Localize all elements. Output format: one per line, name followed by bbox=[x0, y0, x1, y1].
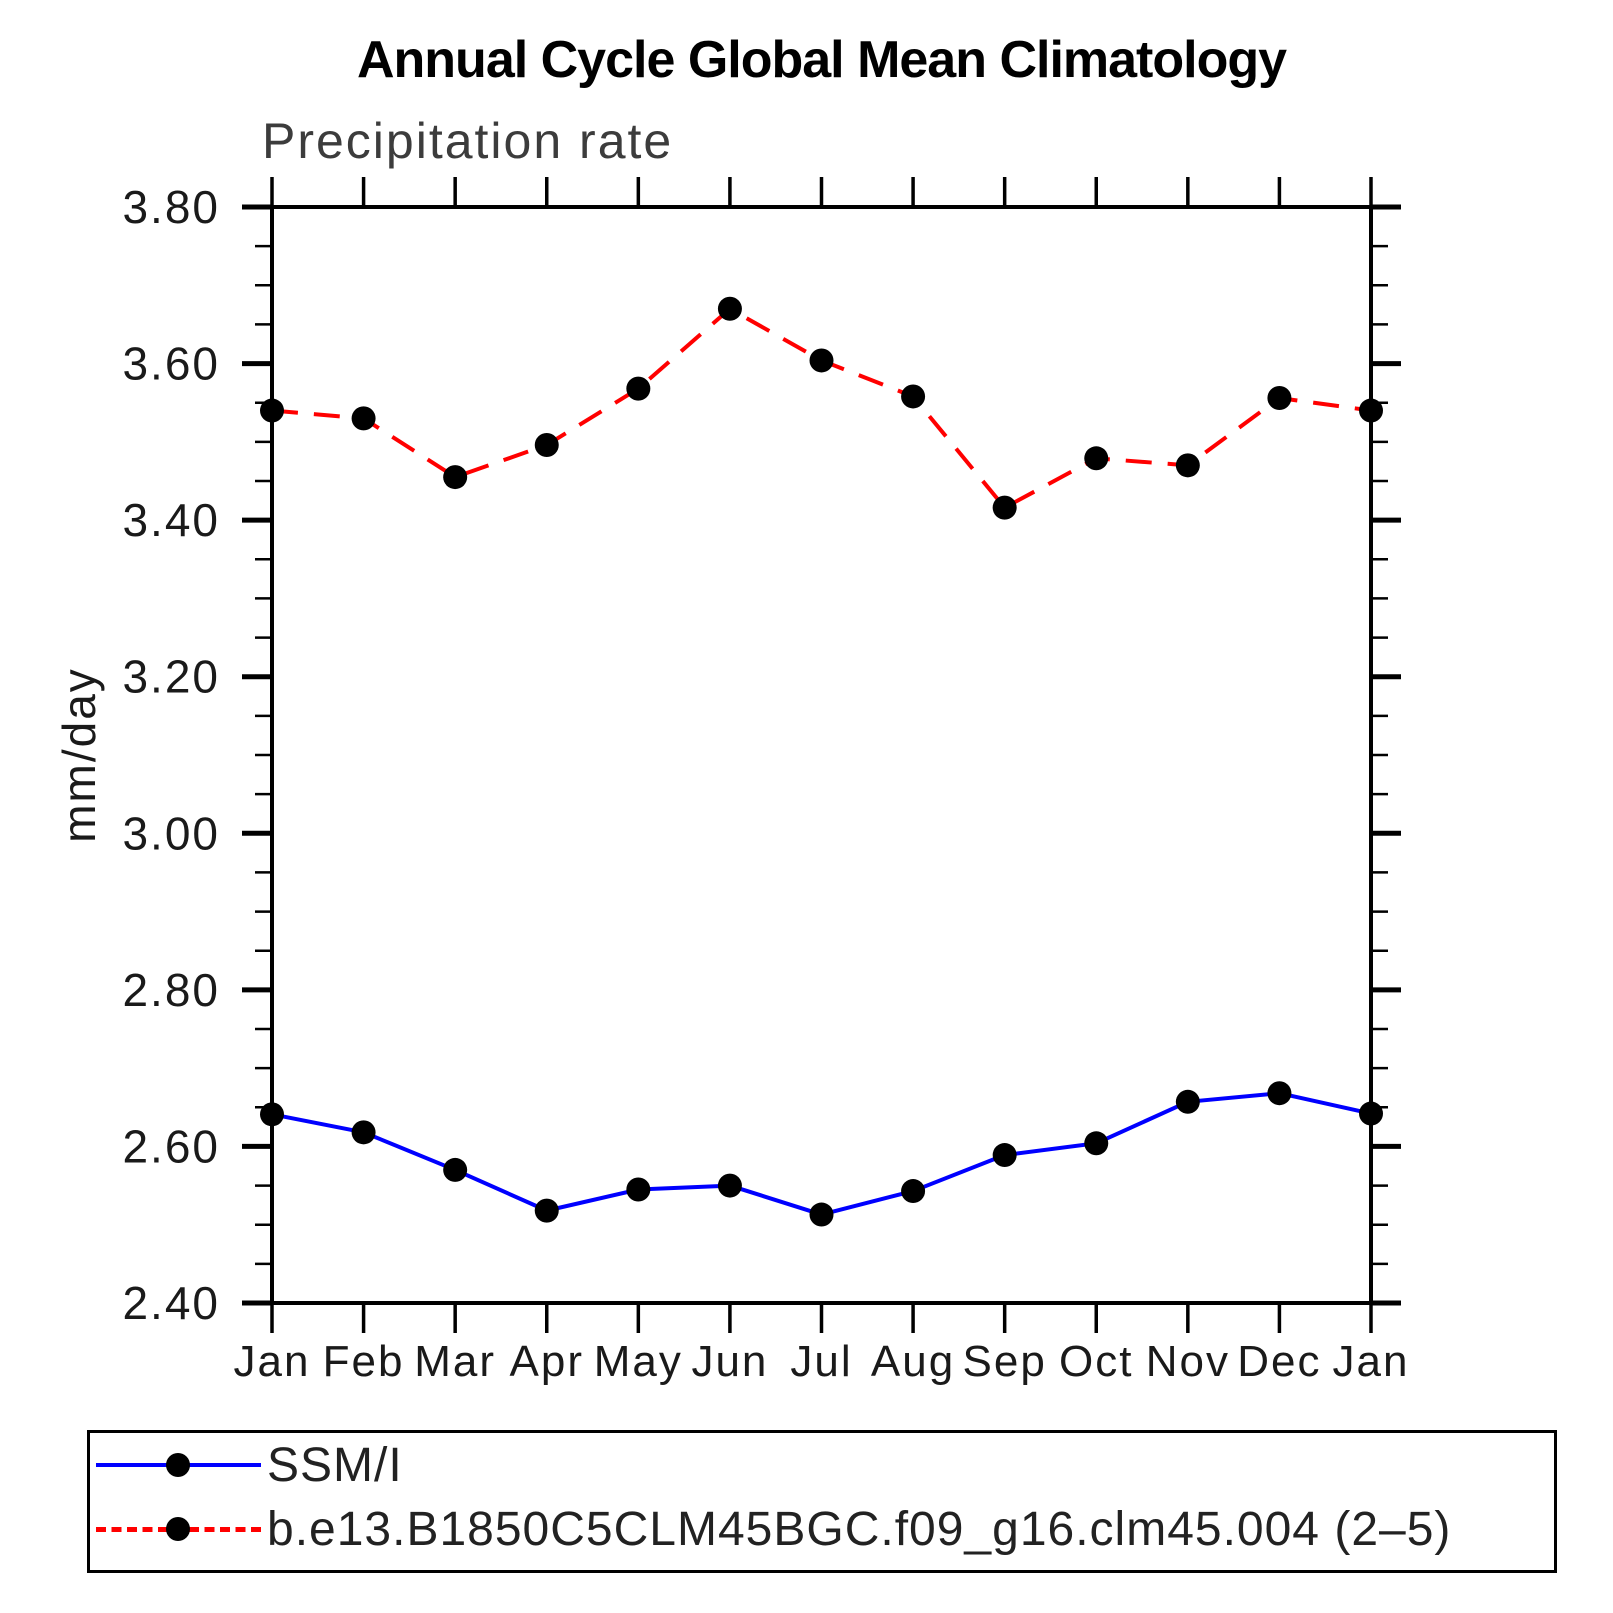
legend-swatch-solid bbox=[96, 1452, 261, 1478]
x-tick-label: Jan bbox=[1333, 1337, 1410, 1386]
data-point-model bbox=[626, 376, 651, 401]
data-point-ssmi bbox=[1084, 1131, 1109, 1156]
chart-title: Annual Cycle Global Mean Climatology bbox=[356, 31, 1287, 89]
data-point-model bbox=[992, 495, 1017, 520]
x-tick-label: Jan bbox=[234, 1337, 311, 1386]
data-point-model bbox=[351, 406, 376, 431]
y-tick-label: 3.20 bbox=[122, 651, 220, 703]
x-tick-label: Jul bbox=[790, 1337, 852, 1386]
y-tick-label: 2.80 bbox=[122, 964, 220, 1016]
data-point-ssmi bbox=[443, 1157, 468, 1182]
data-point-ssmi bbox=[992, 1143, 1017, 1168]
x-tick-label: Sep bbox=[963, 1337, 1047, 1386]
x-tick-label: May bbox=[594, 1337, 683, 1386]
x-tick-label: Apr bbox=[510, 1337, 584, 1386]
data-point-ssmi bbox=[717, 1173, 742, 1198]
data-point-model bbox=[1267, 386, 1292, 411]
data-point-ssmi bbox=[351, 1120, 376, 1145]
legend-swatch-dashed bbox=[96, 1516, 261, 1542]
legend-item-model: b.e13.B1850C5CLM45BGC.f09_g16.clm45.004 … bbox=[96, 1503, 1451, 1556]
data-point-ssmi bbox=[809, 1202, 834, 1227]
y-tick-label: 3.00 bbox=[122, 807, 220, 859]
data-point-model bbox=[1084, 446, 1109, 471]
y-tick-label: 3.60 bbox=[122, 338, 220, 390]
x-tick-label: Oct bbox=[1059, 1337, 1133, 1386]
data-point-model bbox=[1359, 398, 1383, 423]
x-tick-label: Aug bbox=[871, 1337, 955, 1386]
legend-box: SSM/I b.e13.B1850C5CLM45BGC.f09_g16.clm4… bbox=[87, 1430, 1557, 1573]
legend-label-ssmi: SSM/I bbox=[267, 1438, 403, 1492]
y-tick-label: 3.80 bbox=[122, 181, 220, 233]
legend-item-ssmi: SSM/I bbox=[96, 1439, 403, 1492]
y-tick-label: 2.40 bbox=[122, 1277, 220, 1329]
x-tick-label: Nov bbox=[1146, 1337, 1230, 1386]
series-line-ssmi bbox=[271, 1091, 1372, 1217]
data-point-model bbox=[1175, 453, 1200, 478]
legend-label-model: b.e13.B1850C5CLM45BGC.f09_g16.clm45.004 … bbox=[267, 1502, 1452, 1556]
data-point-ssmi bbox=[1175, 1089, 1200, 1114]
data-point-model bbox=[534, 432, 559, 457]
data-point-ssmi bbox=[534, 1198, 559, 1223]
x-tick-label: Feb bbox=[323, 1337, 405, 1386]
series-line-model bbox=[271, 306, 1372, 510]
data-point-model bbox=[717, 296, 742, 321]
x-tick-label: Jun bbox=[691, 1337, 768, 1386]
data-point-model bbox=[260, 398, 284, 423]
y-tick-label: 2.60 bbox=[122, 1120, 220, 1172]
marker-dot-icon bbox=[166, 1453, 190, 1477]
data-point-model bbox=[443, 465, 468, 490]
chart-subtitle: Precipitation rate bbox=[262, 113, 674, 169]
data-point-ssmi bbox=[260, 1102, 284, 1127]
marker-dot-icon bbox=[166, 1517, 190, 1541]
data-point-model bbox=[809, 348, 834, 373]
x-tick-label: Mar bbox=[414, 1337, 496, 1386]
data-point-model bbox=[901, 384, 926, 409]
data-point-ssmi bbox=[1359, 1101, 1383, 1126]
y-axis-label: mm/day bbox=[53, 667, 105, 843]
data-point-ssmi bbox=[901, 1179, 926, 1204]
x-tick-label: Dec bbox=[1237, 1337, 1321, 1386]
data-point-ssmi bbox=[1267, 1081, 1292, 1106]
y-tick-label: 3.40 bbox=[122, 494, 220, 546]
data-point-ssmi bbox=[626, 1177, 651, 1202]
